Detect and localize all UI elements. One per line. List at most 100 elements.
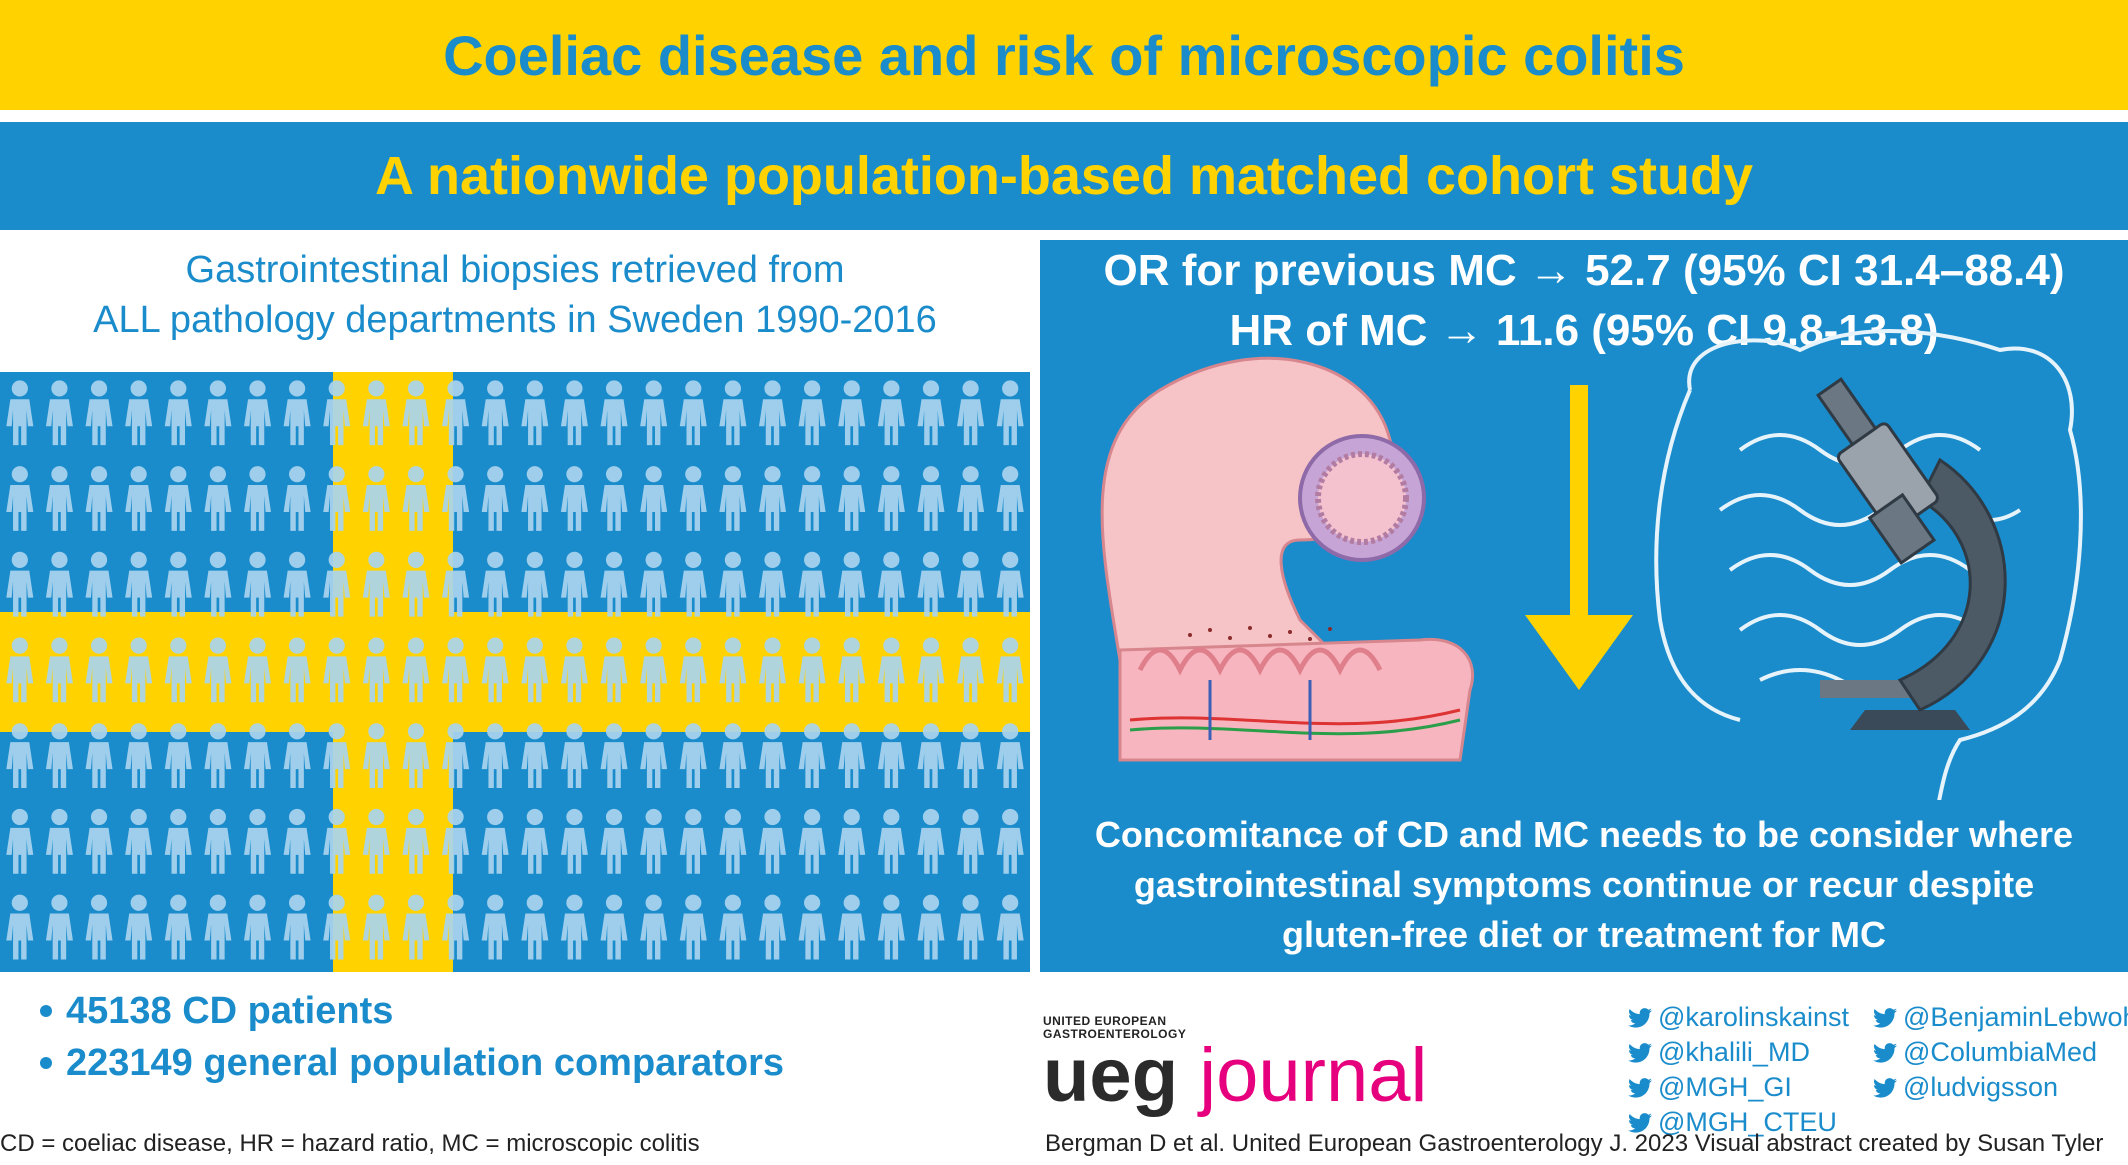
person-icon: [877, 637, 905, 703]
person-icon: [798, 466, 826, 531]
title-banner: Coeliac disease and risk of microscopic …: [0, 0, 2128, 110]
person-icon: [798, 380, 826, 446]
person-icon: [45, 466, 73, 531]
person-icon: [85, 380, 113, 446]
conclusion-line2: gastrointestinal symptoms continue or re…: [1133, 864, 2035, 905]
person-icon: [996, 551, 1024, 617]
person-icon: [877, 380, 905, 446]
person-icon: [244, 466, 271, 531]
logo-small-line1: UNITED EUROPEAN: [1043, 1014, 1167, 1028]
person-icon: [283, 723, 311, 789]
person-icon: [719, 380, 747, 446]
person-icon: [798, 894, 826, 960]
person-icon: [244, 551, 271, 617]
twitter-handle[interactable]: @BenjaminLebwohl: [1873, 1000, 2128, 1035]
person-icon: [521, 894, 549, 960]
person-icon: [244, 723, 271, 789]
person-icon: [640, 637, 668, 703]
twitter-handle-text: @ludvigsson: [1903, 1072, 2058, 1102]
person-icon: [85, 637, 113, 703]
person-icon: [283, 551, 311, 617]
person-icon: [600, 808, 628, 874]
person-icon: [164, 808, 192, 874]
person-icon: [323, 551, 351, 617]
person-icon: [600, 466, 628, 531]
person-icon: [402, 808, 430, 874]
person-icon: [719, 723, 747, 789]
person-icon: [45, 723, 73, 789]
person-icon: [481, 380, 509, 446]
twitter-handle[interactable]: @karolinskainst: [1628, 1000, 1849, 1035]
person-icon: [125, 380, 153, 446]
person-icon: [521, 380, 549, 446]
citation-footnote: Bergman D et al. United European Gastroe…: [1045, 1130, 2104, 1157]
twitter-icon: [1628, 1042, 1652, 1063]
person-icon: [402, 551, 430, 617]
person-icon: [719, 466, 747, 531]
person-icon: [244, 808, 271, 874]
person-icon: [719, 551, 747, 617]
person-icon: [679, 380, 707, 446]
swedish-flag-cohort: [0, 372, 1030, 972]
person-icon: [125, 466, 153, 531]
twitter-handle-text: @MGH_CTEU: [1658, 1107, 1837, 1137]
twitter-icon: [1873, 1042, 1897, 1063]
person-icon: [957, 808, 985, 874]
twitter-handle[interactable]: @MGH_CTEU: [1628, 1105, 1849, 1140]
person-icon: [323, 466, 351, 531]
person-icon: [679, 466, 707, 531]
person-icon: [917, 466, 945, 531]
person-icon: [600, 894, 628, 960]
twitter-handle[interactable]: @khalili_MD: [1628, 1035, 1849, 1070]
person-icon: [6, 894, 34, 960]
bullet-item: 45138 CD patients: [40, 985, 784, 1037]
person-icon: [798, 551, 826, 617]
person-icon: [640, 723, 668, 789]
person-icon: [442, 723, 470, 789]
person-icon: [838, 466, 866, 531]
person-icon: [481, 894, 509, 960]
person-icon: [402, 723, 430, 789]
person-icon: [85, 723, 113, 789]
twitter-handle[interactable]: @ColumbiaMed: [1873, 1035, 2128, 1070]
twitter-icon: [1628, 1007, 1652, 1028]
twitter-handle[interactable]: @MGH_GI: [1628, 1070, 1849, 1105]
twitter-handle-text: @khalili_MD: [1658, 1037, 1810, 1067]
twitter-handle[interactable]: @ludvigsson: [1873, 1070, 2128, 1105]
abbreviations-footnote: CD = coeliac disease, HR = hazard ratio,…: [0, 1130, 700, 1157]
person-icon: [560, 466, 588, 531]
person-icon: [283, 808, 311, 874]
person-icon: [323, 894, 351, 960]
twitter-column-2: @BenjaminLebwohl @ColumbiaMed @ludvigsso…: [1873, 1000, 2128, 1105]
person-icon: [85, 808, 113, 874]
conclusion-text: Concomitance of CD and MC needs to be co…: [1040, 810, 2128, 960]
person-icon: [996, 894, 1024, 960]
person-icon: [283, 637, 311, 703]
person-icon: [362, 808, 390, 874]
person-icon: [679, 723, 707, 789]
person-icon: [481, 551, 509, 617]
logo-word-journal: journal: [1199, 1033, 1428, 1118]
person-icon: [877, 894, 905, 960]
person-icon: [164, 723, 192, 789]
person-icon: [481, 723, 509, 789]
person-icon: [442, 466, 470, 531]
person-icon: [45, 808, 73, 874]
person-icon: [481, 466, 509, 531]
person-icon: [6, 723, 34, 789]
person-icon: [323, 380, 351, 446]
person-icon: [957, 551, 985, 617]
person-icon: [204, 380, 232, 446]
subtitle-banner: A nationwide population-based matched co…: [0, 122, 2128, 230]
person-icon: [759, 551, 786, 617]
person-icon: [521, 808, 549, 874]
person-icon: [917, 551, 945, 617]
person-icon: [45, 637, 73, 703]
person-icon: [125, 551, 153, 617]
person-icon: [402, 637, 430, 703]
person-icon: [244, 894, 271, 960]
person-icon: [679, 808, 707, 874]
person-icon: [877, 808, 905, 874]
person-icon: [759, 380, 786, 446]
person-icon: [957, 380, 985, 446]
